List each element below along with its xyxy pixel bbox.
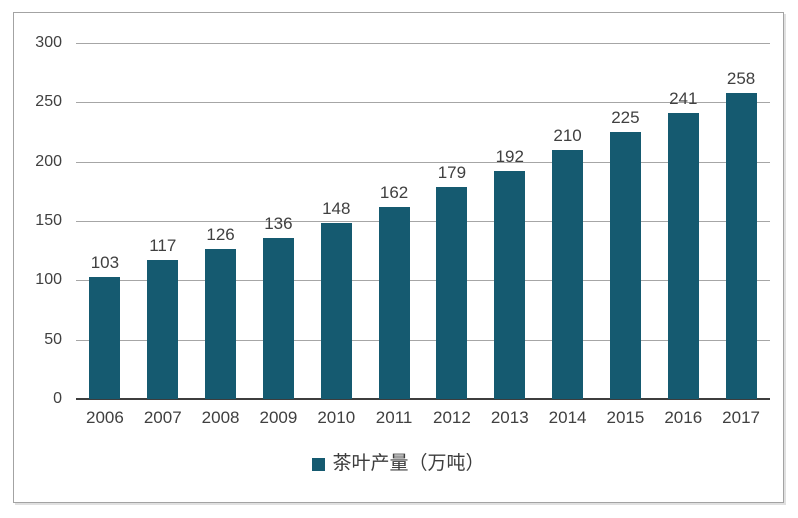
chart-frame: 0 50 100 150 200 250 300 103 2006 117 2007 126 2008 1…	[13, 12, 784, 503]
y-tick-label-300: 300	[35, 34, 62, 51]
bar-value-label-2016: 241	[669, 89, 698, 108]
y-tick-label-100: 100	[35, 271, 62, 289]
legend-swatch-icon	[312, 457, 326, 471]
bar-value-label-2013: 192	[495, 147, 524, 167]
x-tick-label-2012: 2012	[432, 408, 471, 427]
bar-2015	[609, 132, 641, 399]
bar-value-label-2015: 225	[611, 108, 640, 127]
bar-value-label-2014: 210	[553, 125, 582, 145]
bar-2007	[147, 260, 179, 399]
bar-2014	[552, 149, 584, 399]
bar-2008	[205, 249, 237, 399]
bar-value-label-2017: 258	[726, 68, 756, 88]
x-tick-label-2008: 2008	[201, 408, 240, 427]
x-tick-label-2014: 2014	[548, 408, 587, 427]
bar-2013	[494, 171, 526, 399]
bar-value-label-2011: 162	[379, 182, 409, 202]
bar-value-label-2008: 126	[206, 225, 235, 245]
bar-value-label-2009: 136	[264, 213, 293, 233]
plot-area	[76, 43, 770, 400]
gridline-50	[76, 339, 770, 341]
x-tick-label-2011: 2011	[375, 408, 413, 427]
x-axis-line	[76, 398, 770, 400]
y-tick-label-0: 0	[53, 390, 62, 407]
x-tick-label-2015: 2015	[606, 408, 645, 427]
bar-2016	[667, 113, 699, 399]
y-tick-label-150: 150	[35, 212, 62, 229]
legend: 茶叶产量（万吨）	[14, 453, 783, 475]
y-tick-label-50: 50	[44, 330, 62, 348]
bar-value-label-2007: 117	[149, 236, 177, 256]
x-tick-label-2017: 2017	[722, 408, 760, 427]
bar-value-label-2010: 148	[322, 199, 351, 219]
legend-label: 茶叶产量（万吨）	[332, 453, 485, 474]
x-tick-label-2007: 2007	[143, 408, 182, 427]
gridline-100	[76, 280, 770, 282]
x-tick-label-2009: 2009	[259, 408, 298, 427]
gridline-200	[76, 161, 770, 163]
gridline-300	[76, 43, 770, 44]
bar-2010	[320, 223, 352, 399]
bar-2011	[378, 206, 410, 399]
bar-2006	[89, 276, 121, 399]
x-tick-label-2006: 2006	[85, 408, 124, 427]
bar-2017	[725, 92, 757, 399]
y-tick-label-250: 250	[35, 93, 62, 111]
y-tick-label-200: 200	[35, 152, 62, 170]
bar-value-label-2006: 103	[90, 252, 120, 272]
bar-2009	[262, 237, 294, 399]
bar-value-label-2012: 179	[437, 162, 467, 182]
gridline-150	[76, 221, 770, 222]
gridline-250	[76, 102, 770, 104]
x-tick-label-2010: 2010	[317, 408, 356, 427]
x-tick-label-2016: 2016	[664, 408, 703, 427]
x-tick-label-2013: 2013	[490, 408, 529, 427]
bar-2012	[436, 186, 468, 399]
